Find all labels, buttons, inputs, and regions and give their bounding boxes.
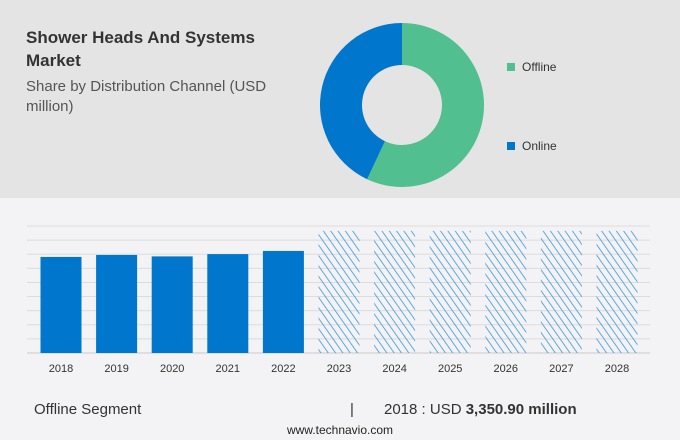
segment-value: 3,350.90 million <box>465 401 577 418</box>
x-tick-label: 2020 <box>160 363 184 375</box>
x-tick-label: 2027 <box>549 363 573 375</box>
chart-subtitle: Share by Distribution Channel (USD milli… <box>26 78 267 115</box>
x-tick-label: 2022 <box>271 363 295 375</box>
source-link[interactable]: www.technavio.com <box>286 423 394 437</box>
x-tick-label: 2024 <box>382 363 406 375</box>
bar-2019 <box>96 254 138 353</box>
donut-chart <box>320 23 484 187</box>
x-tick-label: 2026 <box>494 363 518 375</box>
legend-offline: Offline <box>507 60 556 74</box>
chart-title: Shower Heads And Systems Market <box>26 28 255 70</box>
bar-2021 <box>207 254 249 353</box>
legend-online: Online <box>507 139 557 153</box>
bar-2026 <box>485 230 527 353</box>
legend-label: Online <box>522 139 557 153</box>
legend-swatch-offline <box>507 63 515 71</box>
year-label: 2018 : USD <box>384 401 462 418</box>
x-tick-label: 2025 <box>438 363 462 375</box>
footer-divider: | <box>350 401 354 418</box>
bar-2023 <box>318 230 360 353</box>
legend-swatch-online <box>507 142 515 150</box>
bar-2018 <box>40 256 82 353</box>
bar-2020 <box>151 256 193 353</box>
bar-2025 <box>429 230 471 353</box>
bar-2027 <box>540 230 582 353</box>
x-tick-label: 2021 <box>216 363 240 375</box>
segment-label: Offline Segment <box>34 401 142 418</box>
donut-slice-online <box>320 23 402 180</box>
x-tick-label: 2023 <box>327 363 351 375</box>
donut-slice-offline <box>367 23 484 187</box>
x-tick-label: 2028 <box>605 363 629 375</box>
bar-2022 <box>262 250 304 353</box>
x-tick-label: 2018 <box>49 363 73 375</box>
x-tick-label: 2019 <box>104 363 128 375</box>
bar-2024 <box>374 230 416 353</box>
bar-2028 <box>596 230 638 353</box>
legend-label: Offline <box>522 60 557 74</box>
